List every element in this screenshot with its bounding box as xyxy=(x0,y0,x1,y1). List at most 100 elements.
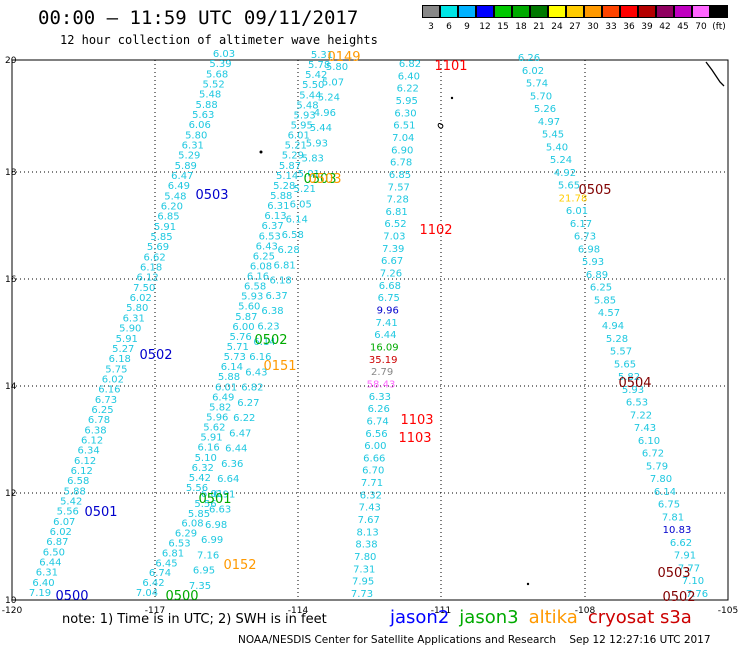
swh-value: 6.13 xyxy=(264,211,286,222)
swh-value: 6.01 xyxy=(215,382,237,393)
swh-value: 6.44 xyxy=(39,558,61,569)
coastline xyxy=(705,61,725,87)
swh-value: 5.89 xyxy=(175,161,197,172)
satellite-legend-item: altika xyxy=(528,607,578,628)
swh-value: 7.76 xyxy=(686,589,708,600)
island-dot xyxy=(526,582,530,586)
swh-value: 6.22 xyxy=(397,84,419,95)
swh-value: 6.78 xyxy=(390,158,412,169)
swh-value: 7.26 xyxy=(380,269,402,280)
swh-value: 5.63 xyxy=(192,110,214,121)
pass-label: 1102 xyxy=(419,223,452,238)
swh-value: 6.02 xyxy=(522,66,544,77)
swh-value: 6.31 xyxy=(267,201,289,212)
swh-value: 5.70 xyxy=(530,91,552,102)
swh-value: 6.73 xyxy=(95,395,117,406)
swh-value: 6.74 xyxy=(366,416,388,427)
swh-value: 6.49 xyxy=(212,392,234,403)
swh-value: 5.96 xyxy=(206,413,228,424)
swh-value: 5.85 xyxy=(594,296,616,307)
swh-value: 5.74 xyxy=(526,79,548,90)
legend-label: 42 xyxy=(659,22,671,32)
swh-value: 6.89 xyxy=(586,270,608,281)
swh-value: 5.60 xyxy=(238,302,260,313)
swh-value: 6.12 xyxy=(136,273,158,284)
satellite-legend: jason2 jason3 altika cryosat s3a xyxy=(390,607,702,628)
swh-value: 6.25 xyxy=(590,283,612,294)
swh-value: 5.87 xyxy=(279,161,301,172)
legend-label: 3 xyxy=(428,22,434,32)
swh-value: 6.70 xyxy=(362,466,384,477)
swh-value: 5.91 xyxy=(200,433,222,444)
lon-tick-label: -117 xyxy=(145,606,165,616)
lat-tick-label: 18 xyxy=(5,168,17,178)
swh-value: 5.73 xyxy=(224,352,246,363)
swh-value: 7.95 xyxy=(352,577,374,588)
legend-label: 30 xyxy=(587,22,599,32)
swh-value: 5.82 xyxy=(618,372,640,383)
swh-value: 5.93 xyxy=(306,138,328,149)
swh-value: 6.78 xyxy=(88,415,110,426)
swh-value: 5.76 xyxy=(229,332,251,343)
legend-swatch xyxy=(692,5,710,18)
legend-swatch xyxy=(548,5,566,18)
swh-value: 5.29 xyxy=(282,151,304,162)
swh-value: 6.18 xyxy=(140,263,162,274)
swh-value: 7.43 xyxy=(634,423,656,434)
swh-value: 6.95 xyxy=(193,566,215,577)
swh-value: 5.85 xyxy=(150,232,172,243)
swh-value: 6.31 xyxy=(123,313,145,324)
swh-value: 6.14 xyxy=(253,337,275,348)
island-outline xyxy=(437,123,444,129)
swh-value: 6.45 xyxy=(155,558,177,569)
swh-value: 6.62 xyxy=(143,252,165,263)
swh-value: 5.44 xyxy=(310,123,332,134)
swh-value: 6.75 xyxy=(378,293,400,304)
swh-value: 6.10 xyxy=(638,436,660,447)
swh-value: 6.03 xyxy=(213,49,235,60)
swh-value: 6.53 xyxy=(168,539,190,550)
swh-value: 2.79 xyxy=(371,367,393,378)
swh-value: 6.20 xyxy=(161,202,183,213)
legend-label: 24 xyxy=(551,22,563,32)
swh-value: 5.69 xyxy=(147,242,169,253)
swh-value: 7.03 xyxy=(383,232,405,243)
swh-value: 4.92 xyxy=(554,168,576,179)
swh-value: 6.81 xyxy=(162,548,184,559)
swh-value: 6.82 xyxy=(399,59,421,70)
map-title: 00:00 – 11:59 UTC 09/11/2017 xyxy=(38,7,359,29)
swh-value: 5.29 xyxy=(178,151,200,162)
swh-value: 6.23 xyxy=(257,322,279,333)
swh-value: 6.49 xyxy=(168,181,190,192)
legend-label: 36 xyxy=(623,22,635,32)
swh-value: 5.68 xyxy=(206,69,228,80)
swh-value: 8.13 xyxy=(356,527,378,538)
swh-value: 6.82 xyxy=(241,383,263,394)
swh-value: 6.18 xyxy=(109,354,131,365)
swh-value: 7.80 xyxy=(354,552,376,563)
swh-value: 5.57 xyxy=(610,347,632,358)
swh-value: 16.09 xyxy=(370,343,399,354)
swh-value: 6.28 xyxy=(277,245,299,256)
swh-value: 6.30 xyxy=(394,108,416,119)
swh-value: 5.56 xyxy=(186,483,208,494)
swh-value: 7.04 xyxy=(136,588,158,599)
swh-value: 5.21 xyxy=(294,184,316,195)
swh-value: 5.01 xyxy=(298,169,320,180)
swh-value: 5.87 xyxy=(235,312,257,323)
lon-tick-label: -111 xyxy=(431,606,451,616)
pass-label: 0502 xyxy=(254,333,287,348)
swh-value: 5.93 xyxy=(582,257,604,268)
pass-label: 0151 xyxy=(263,359,296,374)
lat-tick-label: 20 xyxy=(5,56,17,66)
swh-value: 5.91 xyxy=(154,222,176,233)
swh-value: 6.27 xyxy=(237,398,259,409)
pass-label: 0152 xyxy=(223,558,256,573)
swh-value: 7.04 xyxy=(392,133,414,144)
swh-value: 7.22 xyxy=(630,410,652,421)
swh-value: 6.51 xyxy=(393,121,415,132)
swh-value: 6.06 xyxy=(189,120,211,131)
swh-value: 6.91 xyxy=(213,489,235,500)
swh-value: 5.91 xyxy=(116,334,138,345)
